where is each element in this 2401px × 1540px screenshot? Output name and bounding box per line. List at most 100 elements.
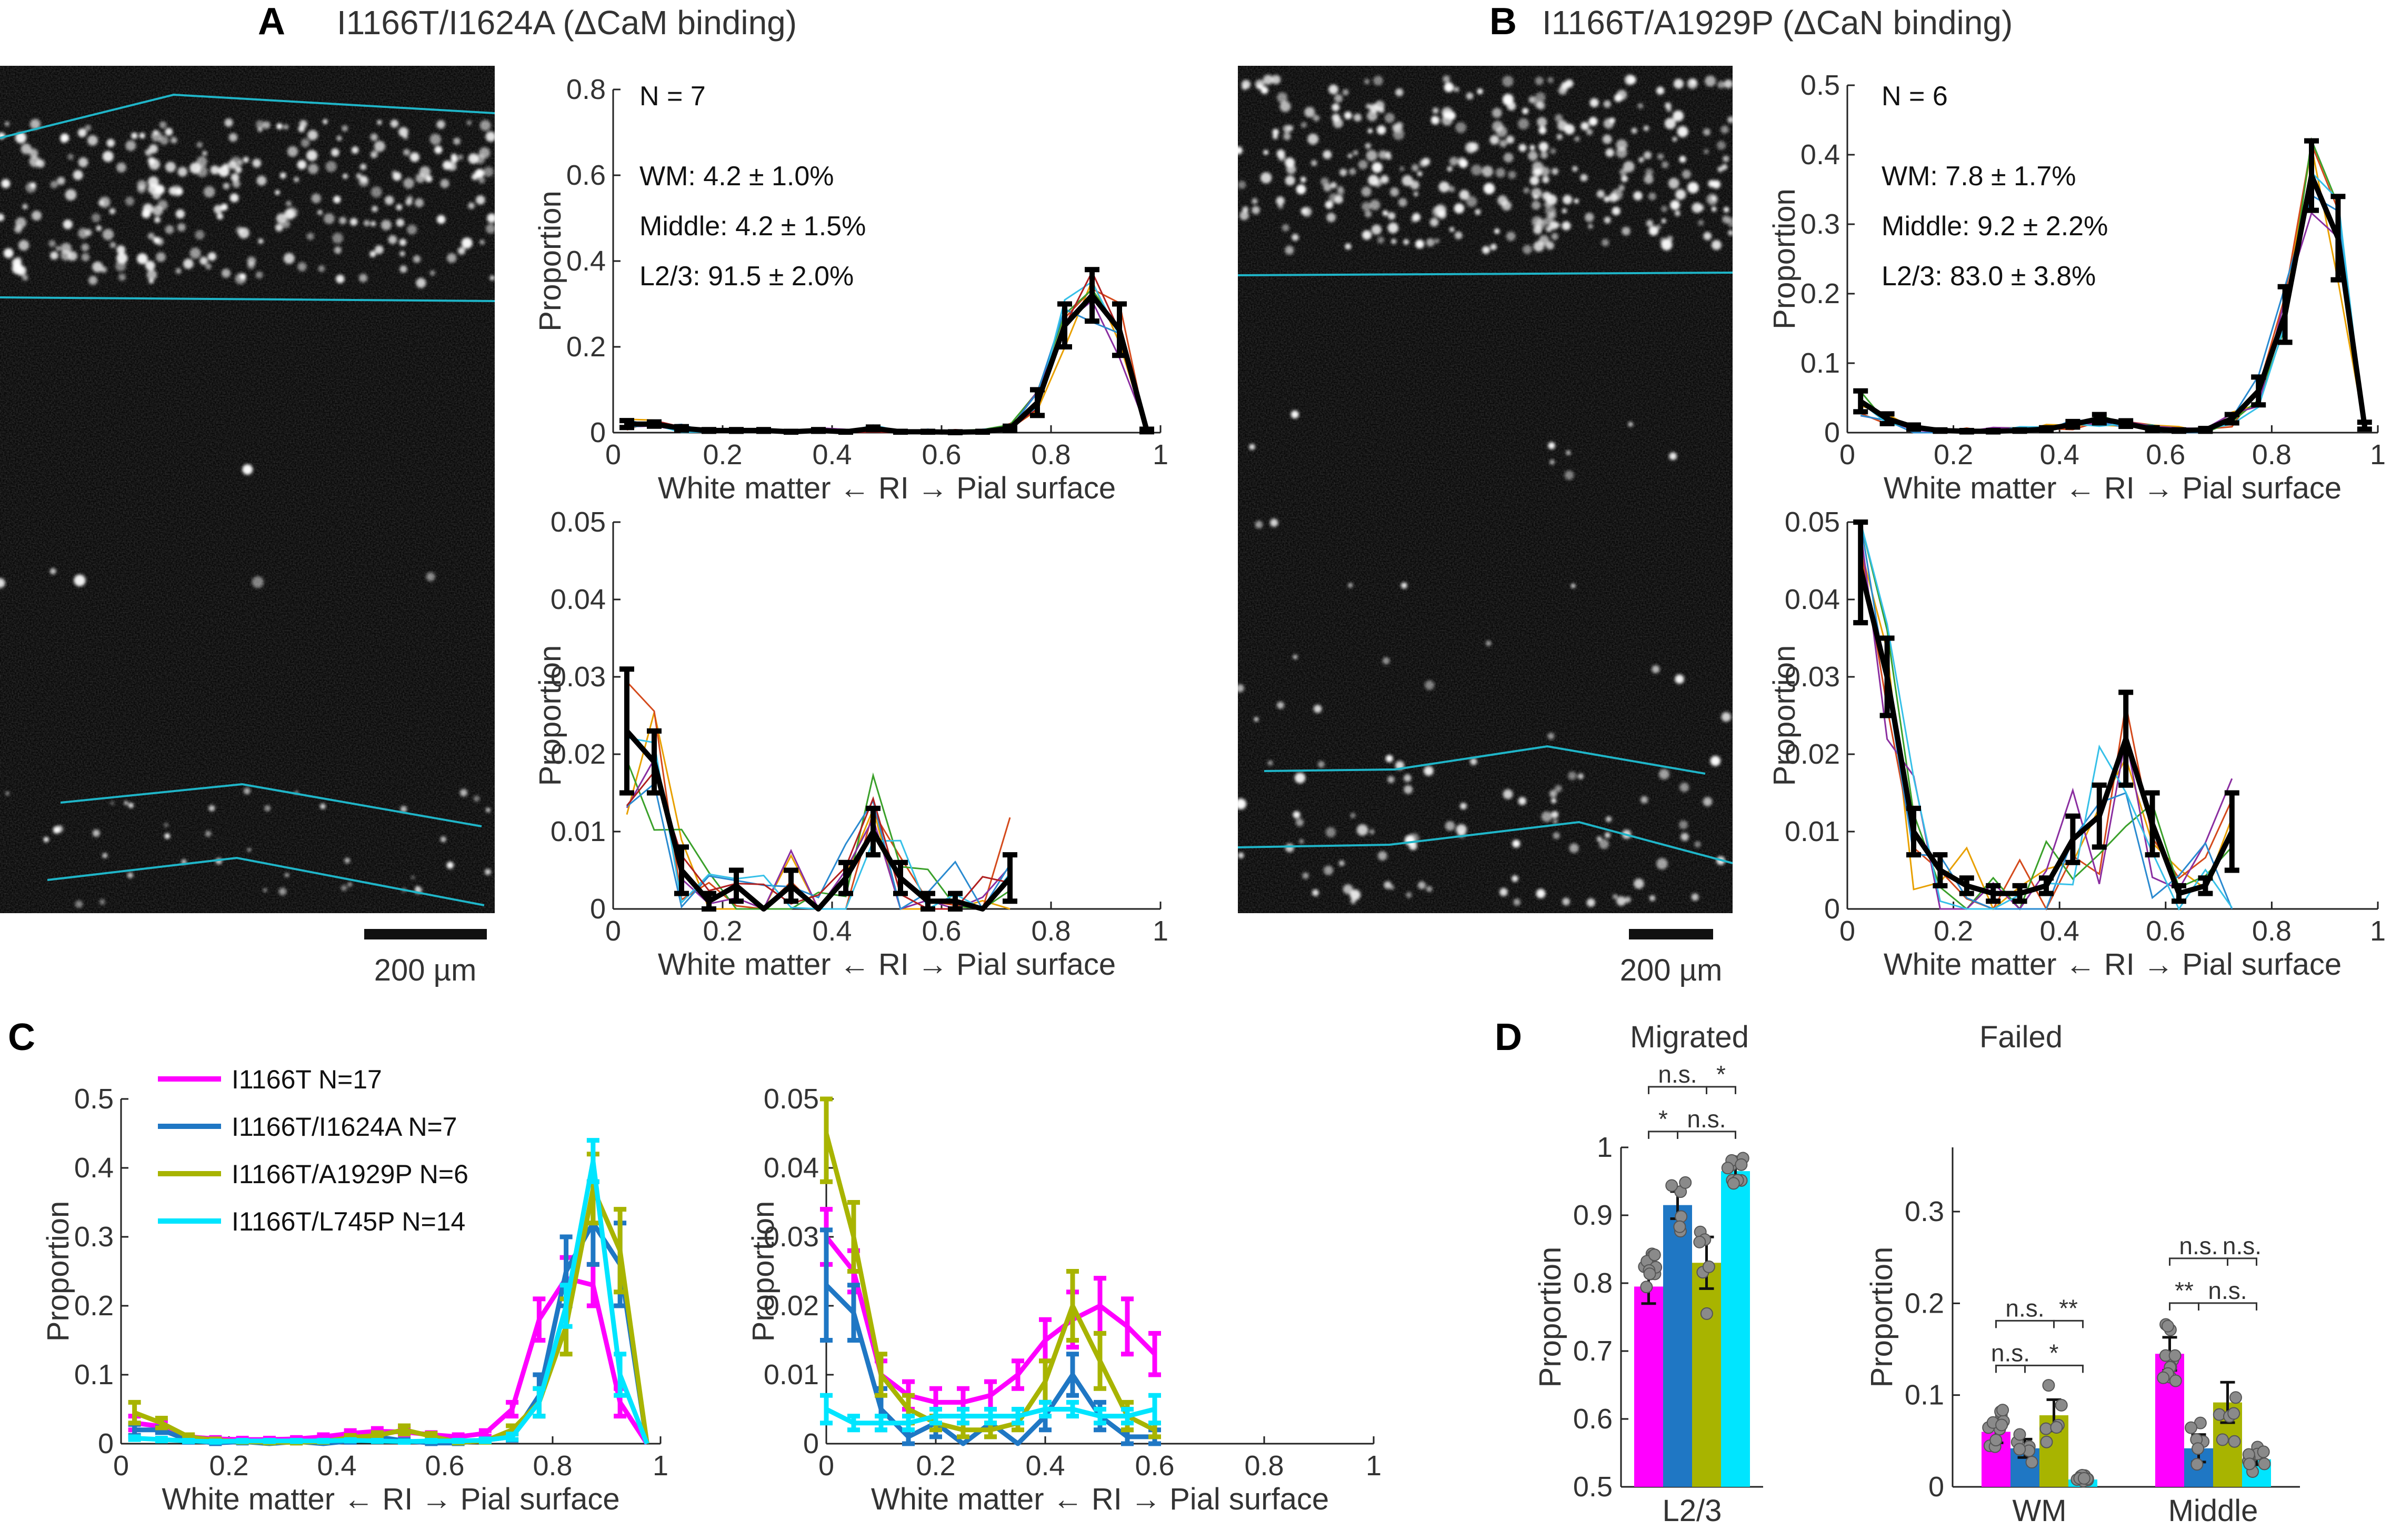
neuron [74,574,86,587]
neuron [91,213,101,223]
data-point [1693,1235,1706,1248]
individual-trace [1859,522,2233,911]
data-point [1721,1162,1734,1175]
neuron [1447,111,1456,120]
neuron [396,204,403,211]
y-axis-label: Proportion [1865,1247,1899,1388]
y-tick-label: 0.9 [1573,1199,1613,1231]
neuron [263,121,271,129]
neuron [106,139,115,147]
neuron [147,233,155,240]
neuron [1541,811,1552,822]
neuron [1724,79,1733,88]
neuron [1562,221,1571,231]
neuron [1563,195,1573,205]
y-tick-label: 0.8 [566,74,606,105]
x-tick-label: 0.4 [812,439,852,471]
neuron [1670,200,1680,210]
neuron [415,173,425,183]
significance-bracket [2227,1257,2257,1266]
neuron [1652,665,1660,674]
neuron [1710,756,1721,766]
neuron [1721,712,1732,722]
x-tick-label: 0 [1839,915,1855,947]
neuron [125,140,136,151]
neuron [1687,182,1699,194]
neuron [1512,839,1520,848]
neuron [1638,157,1644,163]
x-axis-label: White matter ← RI → Pial surface [1884,471,2342,505]
annotation-wm-b: WM: 7.8 ± 1.7% [1882,161,2076,192]
neuron [1536,889,1546,898]
neuron [1656,224,1662,230]
x-tick-label: 1 [1153,915,1168,947]
neuron [1390,187,1399,197]
neuron [286,201,292,207]
neuron [1267,760,1273,766]
neuron [388,235,397,244]
neuron [486,807,491,813]
neuron [21,143,32,155]
neuron [1672,136,1677,142]
neuron [369,251,376,257]
neuron [1263,74,1274,85]
significance-bracket [1706,1086,1736,1094]
neuron [196,142,203,148]
neuron [372,206,378,212]
neuron [1542,176,1549,184]
neuron [77,128,87,137]
neuron [1318,761,1325,768]
x-tick-label: 0 [818,1450,834,1482]
data-point [1648,1248,1661,1262]
neuron [1556,134,1563,140]
x-axis-label: White matter ← RI → Pial surface [658,947,1116,982]
neuron [1372,162,1383,173]
neuron [1475,209,1481,215]
neuron [5,791,9,796]
data-point [1989,1434,2003,1447]
neuron [1377,236,1385,244]
neuron [1680,833,1689,841]
significance-bracket [2024,1364,2084,1373]
neuron [478,147,491,158]
neuron [436,215,446,224]
neuron [371,153,376,158]
y-tick-label: 0.02 [551,738,606,770]
neuron [145,149,152,156]
neuron [1577,773,1584,779]
micrograph-a [0,66,497,913]
neuron [1325,827,1336,837]
neuron [356,173,362,179]
y-tick-label: 0.2 [74,1290,114,1322]
neuron [1237,181,1246,189]
neuron [1324,865,1334,875]
neuron [1367,128,1373,134]
y-tick-label: 0.03 [1785,661,1840,693]
neuron [14,225,22,233]
neuron [48,240,56,247]
significance-label: n.s. [2005,1294,2044,1322]
neuron [451,153,457,160]
neuron [1616,147,1627,158]
legend-label: I1166T N=17 [232,1065,382,1094]
neuron [175,268,182,274]
neuron [1540,166,1550,176]
data-point [2190,1458,2204,1471]
neuron [1413,191,1418,197]
x-tick-label: 0.6 [922,439,961,471]
series-line [627,293,1149,435]
neuron [436,120,445,129]
neuron [1546,241,1554,250]
neuron [1271,75,1281,85]
individual-trace [626,770,1011,910]
data-point [1679,1176,1692,1189]
neuron [1551,811,1559,818]
neuron [73,170,83,180]
neuron [118,273,126,281]
neuron [1675,674,1684,684]
neuron [311,193,321,204]
neuron [1293,811,1300,819]
neuron [1411,164,1419,172]
neuron [1371,224,1382,235]
significance-bracket [2169,1257,2228,1266]
